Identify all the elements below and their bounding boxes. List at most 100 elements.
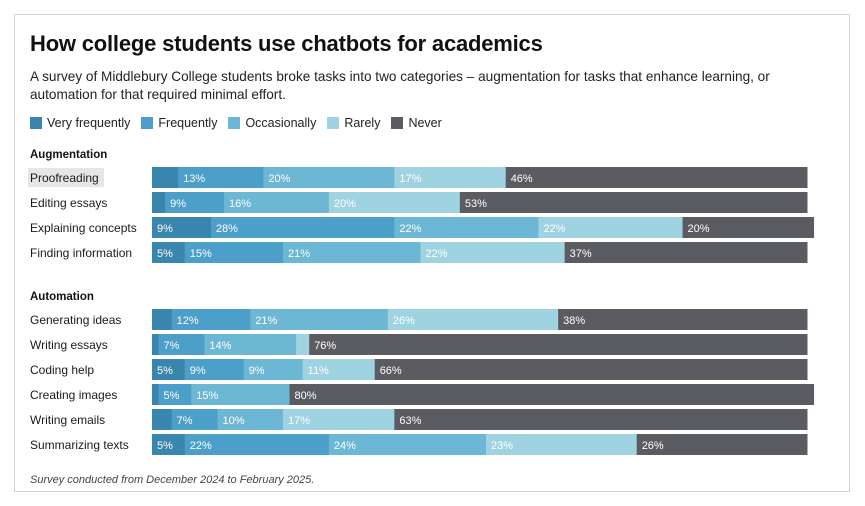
bar-writing-essays-never (309, 334, 808, 355)
data-label-writing-emails-rarely: 17% (288, 415, 310, 427)
bar-summarizing-texts-never (636, 434, 808, 455)
row-label-generating-ideas: Generating ideas (30, 313, 121, 327)
data-label-summarizing-texts-occasionally: 24% (334, 440, 356, 452)
row-label-highlight (28, 168, 104, 187)
bar-editing-essays-rarely (328, 192, 461, 213)
row-label-writing-essays: Writing essays (30, 338, 108, 352)
data-label-proofreading-never: 46% (511, 173, 533, 185)
legend-label-never: Never (408, 116, 442, 130)
row-label-summarizing-texts: Summarizing texts (30, 438, 129, 452)
data-label-writing-emails-frequently: 7% (177, 415, 193, 427)
bar-writing-essays-occasionally (204, 334, 297, 355)
legend-swatch-very-frequently (30, 117, 42, 129)
bar-generating-ideas-rarely (387, 309, 559, 330)
group-title-automation: Automation (30, 291, 94, 303)
legend-item-never: Never (391, 116, 442, 130)
bar-generating-ideas-very-frequently (152, 309, 173, 330)
bar-finding-information-rarely (420, 242, 566, 263)
bar-writing-emails-never (394, 409, 808, 430)
bar-finding-information-never (564, 242, 808, 263)
data-label-explaining-concepts-never: 20% (688, 223, 710, 235)
bar-editing-essays-frequently (165, 192, 225, 213)
data-label-proofreading-rarely: 17% (399, 173, 421, 185)
data-label-generating-ideas-rarely: 26% (393, 315, 415, 327)
legend-swatch-never (391, 117, 404, 129)
bar-writing-emails-frequently (171, 409, 218, 430)
data-label-editing-essays-occasionally: 16% (229, 198, 251, 210)
data-label-explaining-concepts-rarely: 22% (543, 223, 565, 235)
legend-swatch-frequently (141, 117, 154, 129)
legend-swatch-occasionally (228, 117, 241, 129)
bar-creating-images-very-frequently (152, 384, 160, 405)
row-label-proofreading: Proofreading (30, 171, 99, 185)
data-label-summarizing-texts-never: 26% (642, 440, 664, 452)
bar-summarizing-texts-rarely (486, 434, 638, 455)
data-label-coding-help-occasionally: 9% (249, 365, 265, 377)
data-label-proofreading-occasionally: 20% (268, 173, 290, 185)
bar-explaining-concepts-never (682, 217, 815, 238)
bar-proofreading-rarely (394, 167, 507, 188)
bar-coding-help-occasionally (243, 359, 304, 380)
bar-finding-information-occasionally (283, 242, 422, 263)
chart-subtitle: A survey of Middlebury College students … (30, 69, 770, 102)
bar-proofreading-occasionally (263, 167, 395, 188)
legend-label-rarely: Rarely (344, 116, 381, 130)
row-label-creating-images: Creating images (30, 388, 117, 402)
data-label-writing-essays-occasionally: 14% (209, 340, 231, 352)
bar-editing-essays-occasionally (224, 192, 330, 213)
bar-generating-ideas-occasionally (250, 309, 389, 330)
bar-finding-information-frequently (184, 242, 284, 263)
data-label-writing-emails-never: 63% (399, 415, 421, 427)
bar-writing-essays-rarely (296, 334, 310, 355)
bar-writing-emails-rarely (283, 409, 395, 430)
bar-coding-help-very-frequently (152, 359, 186, 380)
data-label-creating-images-occasionally: 15% (196, 390, 218, 402)
bar-summarizing-texts-occasionally (328, 434, 487, 455)
data-label-finding-information-occasionally: 21% (288, 248, 310, 260)
data-label-writing-essays-never: 76% (314, 340, 336, 352)
data-label-generating-ideas-occasionally: 21% (255, 315, 277, 327)
data-label-editing-essays-frequently: 9% (170, 198, 186, 210)
data-label-explaining-concepts-frequently: 28% (216, 223, 238, 235)
data-label-summarizing-texts-very-frequently: 5% (157, 440, 173, 452)
row-label-finding-information: Finding information (30, 246, 132, 260)
data-label-explaining-concepts-occasionally: 22% (399, 223, 421, 235)
bar-explaining-concepts-very-frequently (152, 217, 212, 238)
bar-editing-essays-never (459, 192, 808, 213)
bar-writing-emails-very-frequently (152, 409, 173, 430)
bar-proofreading-very-frequently (152, 167, 179, 188)
row-label-writing-emails: Writing emails (30, 413, 105, 427)
bar-summarizing-texts-frequently (184, 434, 330, 455)
bar-explaining-concepts-rarely (538, 217, 684, 238)
legend-item-rarely: Rarely (327, 116, 380, 130)
legend-label-very-frequently: Very frequently (47, 116, 131, 130)
data-label-creating-images-never: 80% (295, 390, 317, 402)
bar-creating-images-frequently (158, 384, 192, 405)
data-label-generating-ideas-frequently: 12% (177, 315, 199, 327)
bar-writing-emails-occasionally (217, 409, 284, 430)
legend-swatch-rarely (327, 117, 340, 129)
data-label-finding-information-never: 37% (570, 248, 592, 260)
bar-creating-images-occasionally (191, 384, 291, 405)
bar-finding-information-very-frequently (152, 242, 186, 263)
bar-generating-ideas-frequently (171, 309, 251, 330)
data-label-coding-help-very-frequently: 5% (157, 365, 173, 377)
data-label-editing-essays-rarely: 20% (334, 198, 356, 210)
footnote: Survey conducted from December 2024 to F… (30, 474, 315, 486)
data-label-writing-essays-frequently: 7% (164, 340, 180, 352)
row-label-coding-help: Coding help (30, 363, 94, 377)
legend-label-occasionally: Occasionally (245, 116, 317, 130)
data-label-coding-help-frequently: 9% (190, 365, 206, 377)
bar-coding-help-frequently (184, 359, 245, 380)
row-label-explaining-concepts: Explaining concepts (30, 221, 137, 235)
bar-writing-essays-frequently (158, 334, 205, 355)
data-label-proofreading-frequently: 13% (183, 173, 205, 185)
data-label-summarizing-texts-rarely: 23% (491, 440, 513, 452)
data-label-finding-information-frequently: 15% (190, 248, 212, 260)
bar-editing-essays-very-frequently (152, 192, 166, 213)
bar-coding-help-rarely (302, 359, 376, 380)
data-label-coding-help-never: 66% (380, 365, 402, 377)
bar-coding-help-never (374, 359, 808, 380)
data-label-editing-essays-never: 53% (465, 198, 487, 210)
